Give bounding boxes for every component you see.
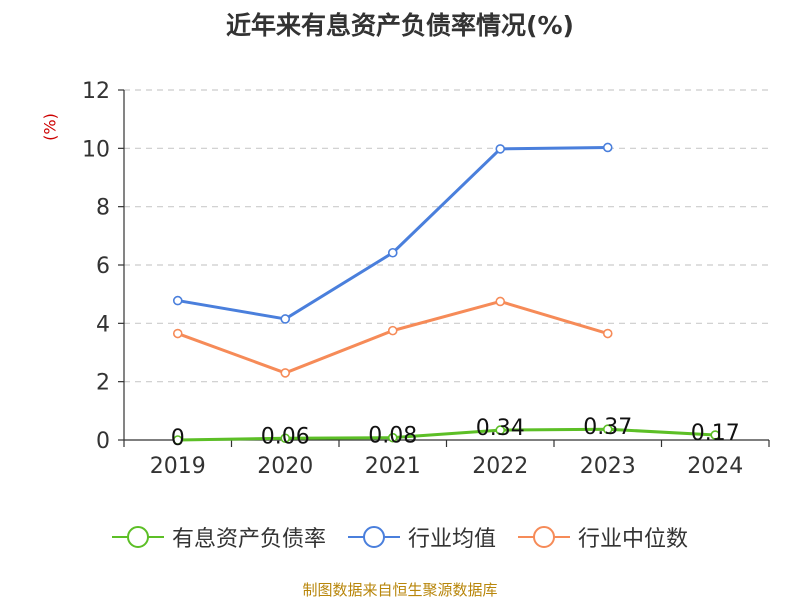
data-label: 0.37 <box>583 415 632 440</box>
data-label: 0.08 <box>368 424 417 449</box>
legend-label: 有息资产负债率 <box>171 527 326 552</box>
data-point[interactable] <box>710 430 721 440</box>
x-tick-label: 2020 <box>257 454 313 479</box>
data-point[interactable] <box>280 314 291 324</box>
data-point[interactable] <box>172 295 183 306</box>
x-tick-label: 2023 <box>580 454 636 479</box>
y-tick-label: 4 <box>96 312 110 337</box>
y-tick-label: 10 <box>82 137 110 162</box>
data-point[interactable] <box>172 435 183 445</box>
data-point[interactable] <box>387 247 398 258</box>
x-tick-label: 2019 <box>150 454 206 479</box>
legend-label: 行业均值 <box>407 527 496 552</box>
y-tick-label: 0 <box>96 429 110 454</box>
legend-item-debt-ratio[interactable]: 有息资产负债率 <box>111 521 326 553</box>
legend-label: 行业中位数 <box>578 527 689 552</box>
y-tick-label: 12 <box>82 79 110 104</box>
legend-item-industry-mean[interactable]: 行业均值 <box>347 521 496 553</box>
y-tick-label: 8 <box>96 196 110 221</box>
data-label: 0.17 <box>691 421 740 446</box>
data-point[interactable] <box>602 424 613 435</box>
x-tick-label: 2024 <box>687 454 743 479</box>
data-point[interactable] <box>387 325 398 336</box>
data-label: 0 <box>171 426 185 451</box>
legend-line-circle-icon <box>518 526 570 548</box>
legend-line-circle-icon <box>347 526 400 548</box>
data-point[interactable] <box>495 144 506 154</box>
data-point[interactable] <box>387 432 398 443</box>
series-line-2 <box>177 145 608 321</box>
axes: 0 2 4 6 8 10 12 2019 2020 2021 2022 2023 2024 <box>82 79 770 479</box>
data-point[interactable] <box>280 433 291 444</box>
data-point[interactable] <box>495 296 506 307</box>
series-layer <box>172 142 721 445</box>
y-tick-label: 2 <box>96 371 110 396</box>
data-point[interactable] <box>280 368 291 378</box>
y-tick-label: 6 <box>96 254 110 279</box>
chart-title: 近年来有息资产负债率情况(%) <box>226 11 574 40</box>
series-line-1 <box>177 427 716 442</box>
data-point[interactable] <box>495 425 506 435</box>
legend: 有息资产负债率 行业均值 行业中位数 <box>0 521 800 553</box>
legend-line-circle-icon <box>111 526 164 548</box>
source-note: 制图数据来自恒生聚源数据库 <box>302 581 498 599</box>
data-point[interactable] <box>602 142 613 153</box>
grid-lines <box>124 89 769 383</box>
data-point[interactable] <box>172 328 183 339</box>
data-labels: 0 0.06 0.08 0.34 0.37 0.17 <box>171 415 740 451</box>
x-tick-label: 2021 <box>365 454 421 479</box>
data-label: 0.34 <box>476 416 525 441</box>
x-tick-label: 2022 <box>472 454 528 479</box>
legend-item-industry-median[interactable]: 行业中位数 <box>518 521 688 553</box>
data-point[interactable] <box>602 328 613 339</box>
data-label: 0.06 <box>261 424 310 449</box>
